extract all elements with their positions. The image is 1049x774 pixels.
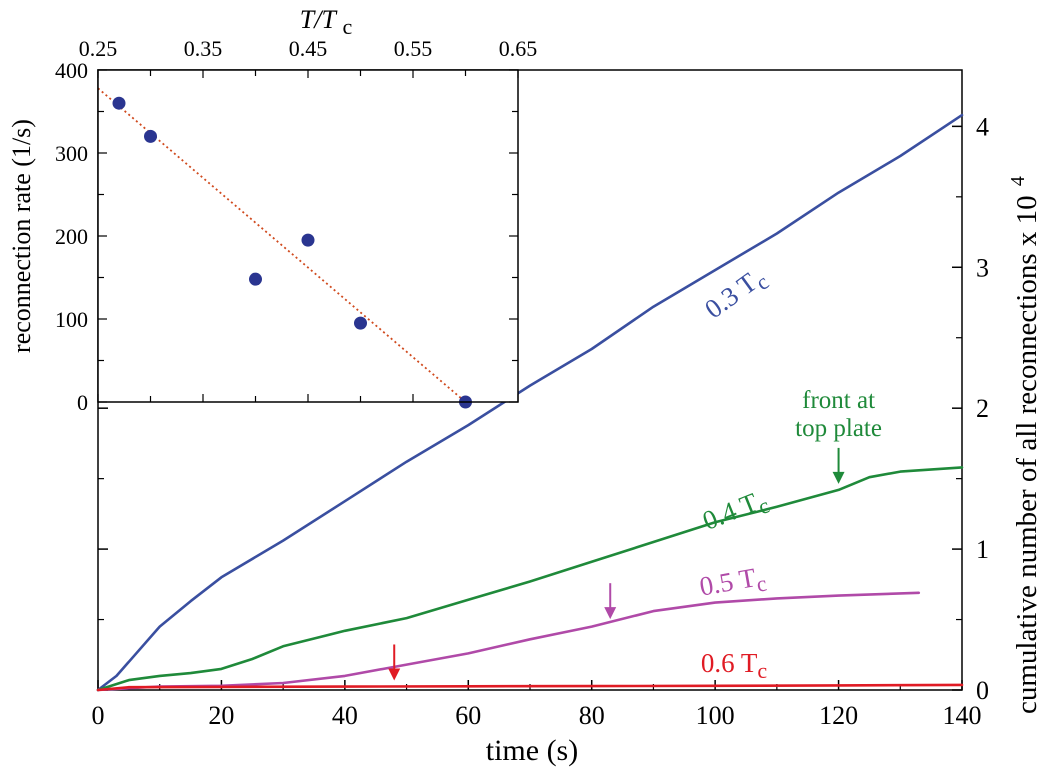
series-line-0.4-tc bbox=[96, 466, 964, 692]
inset-x-tick-label: 0.65 bbox=[499, 36, 538, 61]
series-label-sub: c bbox=[757, 658, 767, 683]
inset-y-tick-label: 400 bbox=[55, 58, 88, 83]
main-x-tick-label: 100 bbox=[696, 701, 735, 730]
inset-y-tick-labels: 0 100 200 300 400 bbox=[55, 58, 88, 415]
series-label: 0.4 Tc bbox=[698, 483, 773, 540]
main-series-group bbox=[96, 113, 964, 692]
series-label-sub: c bbox=[755, 570, 769, 596]
main-y-tick-label: 4 bbox=[976, 112, 989, 141]
inset-y-tick-label: 0 bbox=[77, 390, 88, 415]
inset-title-main: T/T bbox=[300, 5, 338, 34]
inset-fit-line bbox=[97, 87, 467, 403]
inset-data-point bbox=[144, 129, 157, 143]
inset-title-sub: c bbox=[342, 14, 352, 39]
y-axis-label-main: cumulative number of all reconnections x… bbox=[1011, 195, 1043, 714]
inset-y-tick-label: 100 bbox=[55, 307, 88, 332]
series-line-0.5-tc bbox=[96, 591, 921, 692]
main-x-tick-label: 140 bbox=[943, 701, 982, 730]
y-axis-label: cumulative number of all reconnections x… bbox=[1007, 176, 1043, 714]
inset-x-tick-label: 0.35 bbox=[184, 36, 223, 61]
annotation-text-line2: top plate bbox=[795, 415, 882, 442]
series-label-main: 0.6 T bbox=[701, 648, 758, 678]
inset-data-point bbox=[112, 96, 126, 110]
inset-x-tick-label: 0.45 bbox=[289, 36, 328, 61]
x-axis-label: time (s) bbox=[486, 734, 578, 767]
series-label: 0.6 Tc bbox=[701, 648, 768, 683]
main-x-tick-label: 40 bbox=[332, 701, 358, 730]
inset-x-tick-label: 0.55 bbox=[394, 36, 433, 61]
inset-plot: 0.25 0.35 0.45 0.55 0.65 0 100 200 300 400 T/T c… bbox=[7, 5, 537, 415]
inset-y-axis-label: reconnection rate (1/s) bbox=[7, 119, 36, 353]
main-x-tick-label: 0 bbox=[92, 701, 105, 730]
inset-y-tick-label: 200 bbox=[55, 224, 88, 249]
series-label-main: 0.4 T bbox=[698, 487, 762, 536]
main-x-tick-label: 120 bbox=[819, 701, 858, 730]
main-y-tick-label: 2 bbox=[976, 394, 989, 423]
series-label: 0.3 Tc bbox=[699, 261, 773, 328]
series-label-main: 0.5 T bbox=[697, 562, 758, 601]
inset-x-tick-labels: 0.25 0.35 0.45 0.55 0.65 bbox=[79, 36, 538, 61]
inset-x-tick-label: 0.25 bbox=[79, 36, 118, 61]
annotation-arrow-head bbox=[604, 607, 617, 620]
main-x-tick-labels: 0 20 40 60 80 100 120 140 bbox=[92, 701, 982, 730]
series-line-0.3-tc bbox=[96, 113, 964, 692]
main-y-tick-labels: 0 1 2 3 4 bbox=[976, 112, 989, 705]
inset-y-tick-label: 300 bbox=[55, 141, 88, 166]
main-x-tick-label: 60 bbox=[455, 701, 481, 730]
annotation-arrow-head bbox=[832, 471, 845, 484]
inset-data-point bbox=[249, 272, 262, 286]
inset-frame bbox=[97, 69, 519, 403]
main-y-tick-label: 1 bbox=[976, 535, 989, 564]
annotation-text-line1: front at bbox=[802, 387, 875, 414]
y-axis-label-exponent: 4 bbox=[1007, 176, 1029, 186]
inset-data-point bbox=[301, 233, 315, 247]
main-y-tick-label: 0 bbox=[976, 676, 989, 705]
main-y-tick-label: 3 bbox=[976, 253, 989, 282]
annotation-arrow-head bbox=[388, 668, 401, 681]
inset-data-point bbox=[354, 316, 367, 330]
main-x-tick-label: 80 bbox=[579, 701, 605, 730]
series-line-0.6-tc bbox=[96, 683, 964, 692]
main-x-tick-label: 20 bbox=[208, 701, 234, 730]
inset-title: T/T c bbox=[300, 5, 353, 39]
